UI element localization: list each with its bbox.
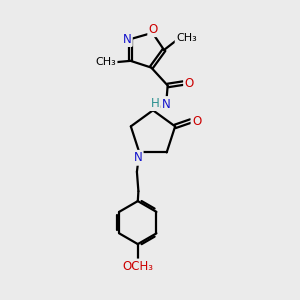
Text: O: O bbox=[149, 23, 158, 36]
Text: OCH₃: OCH₃ bbox=[122, 260, 153, 273]
Text: O: O bbox=[192, 115, 201, 128]
Text: O: O bbox=[184, 76, 194, 90]
Text: CH₃: CH₃ bbox=[176, 33, 197, 43]
Text: H: H bbox=[151, 97, 159, 110]
Text: N: N bbox=[123, 33, 131, 46]
Text: CH₃: CH₃ bbox=[95, 57, 116, 67]
Text: N: N bbox=[134, 151, 142, 164]
Text: N: N bbox=[162, 98, 170, 110]
